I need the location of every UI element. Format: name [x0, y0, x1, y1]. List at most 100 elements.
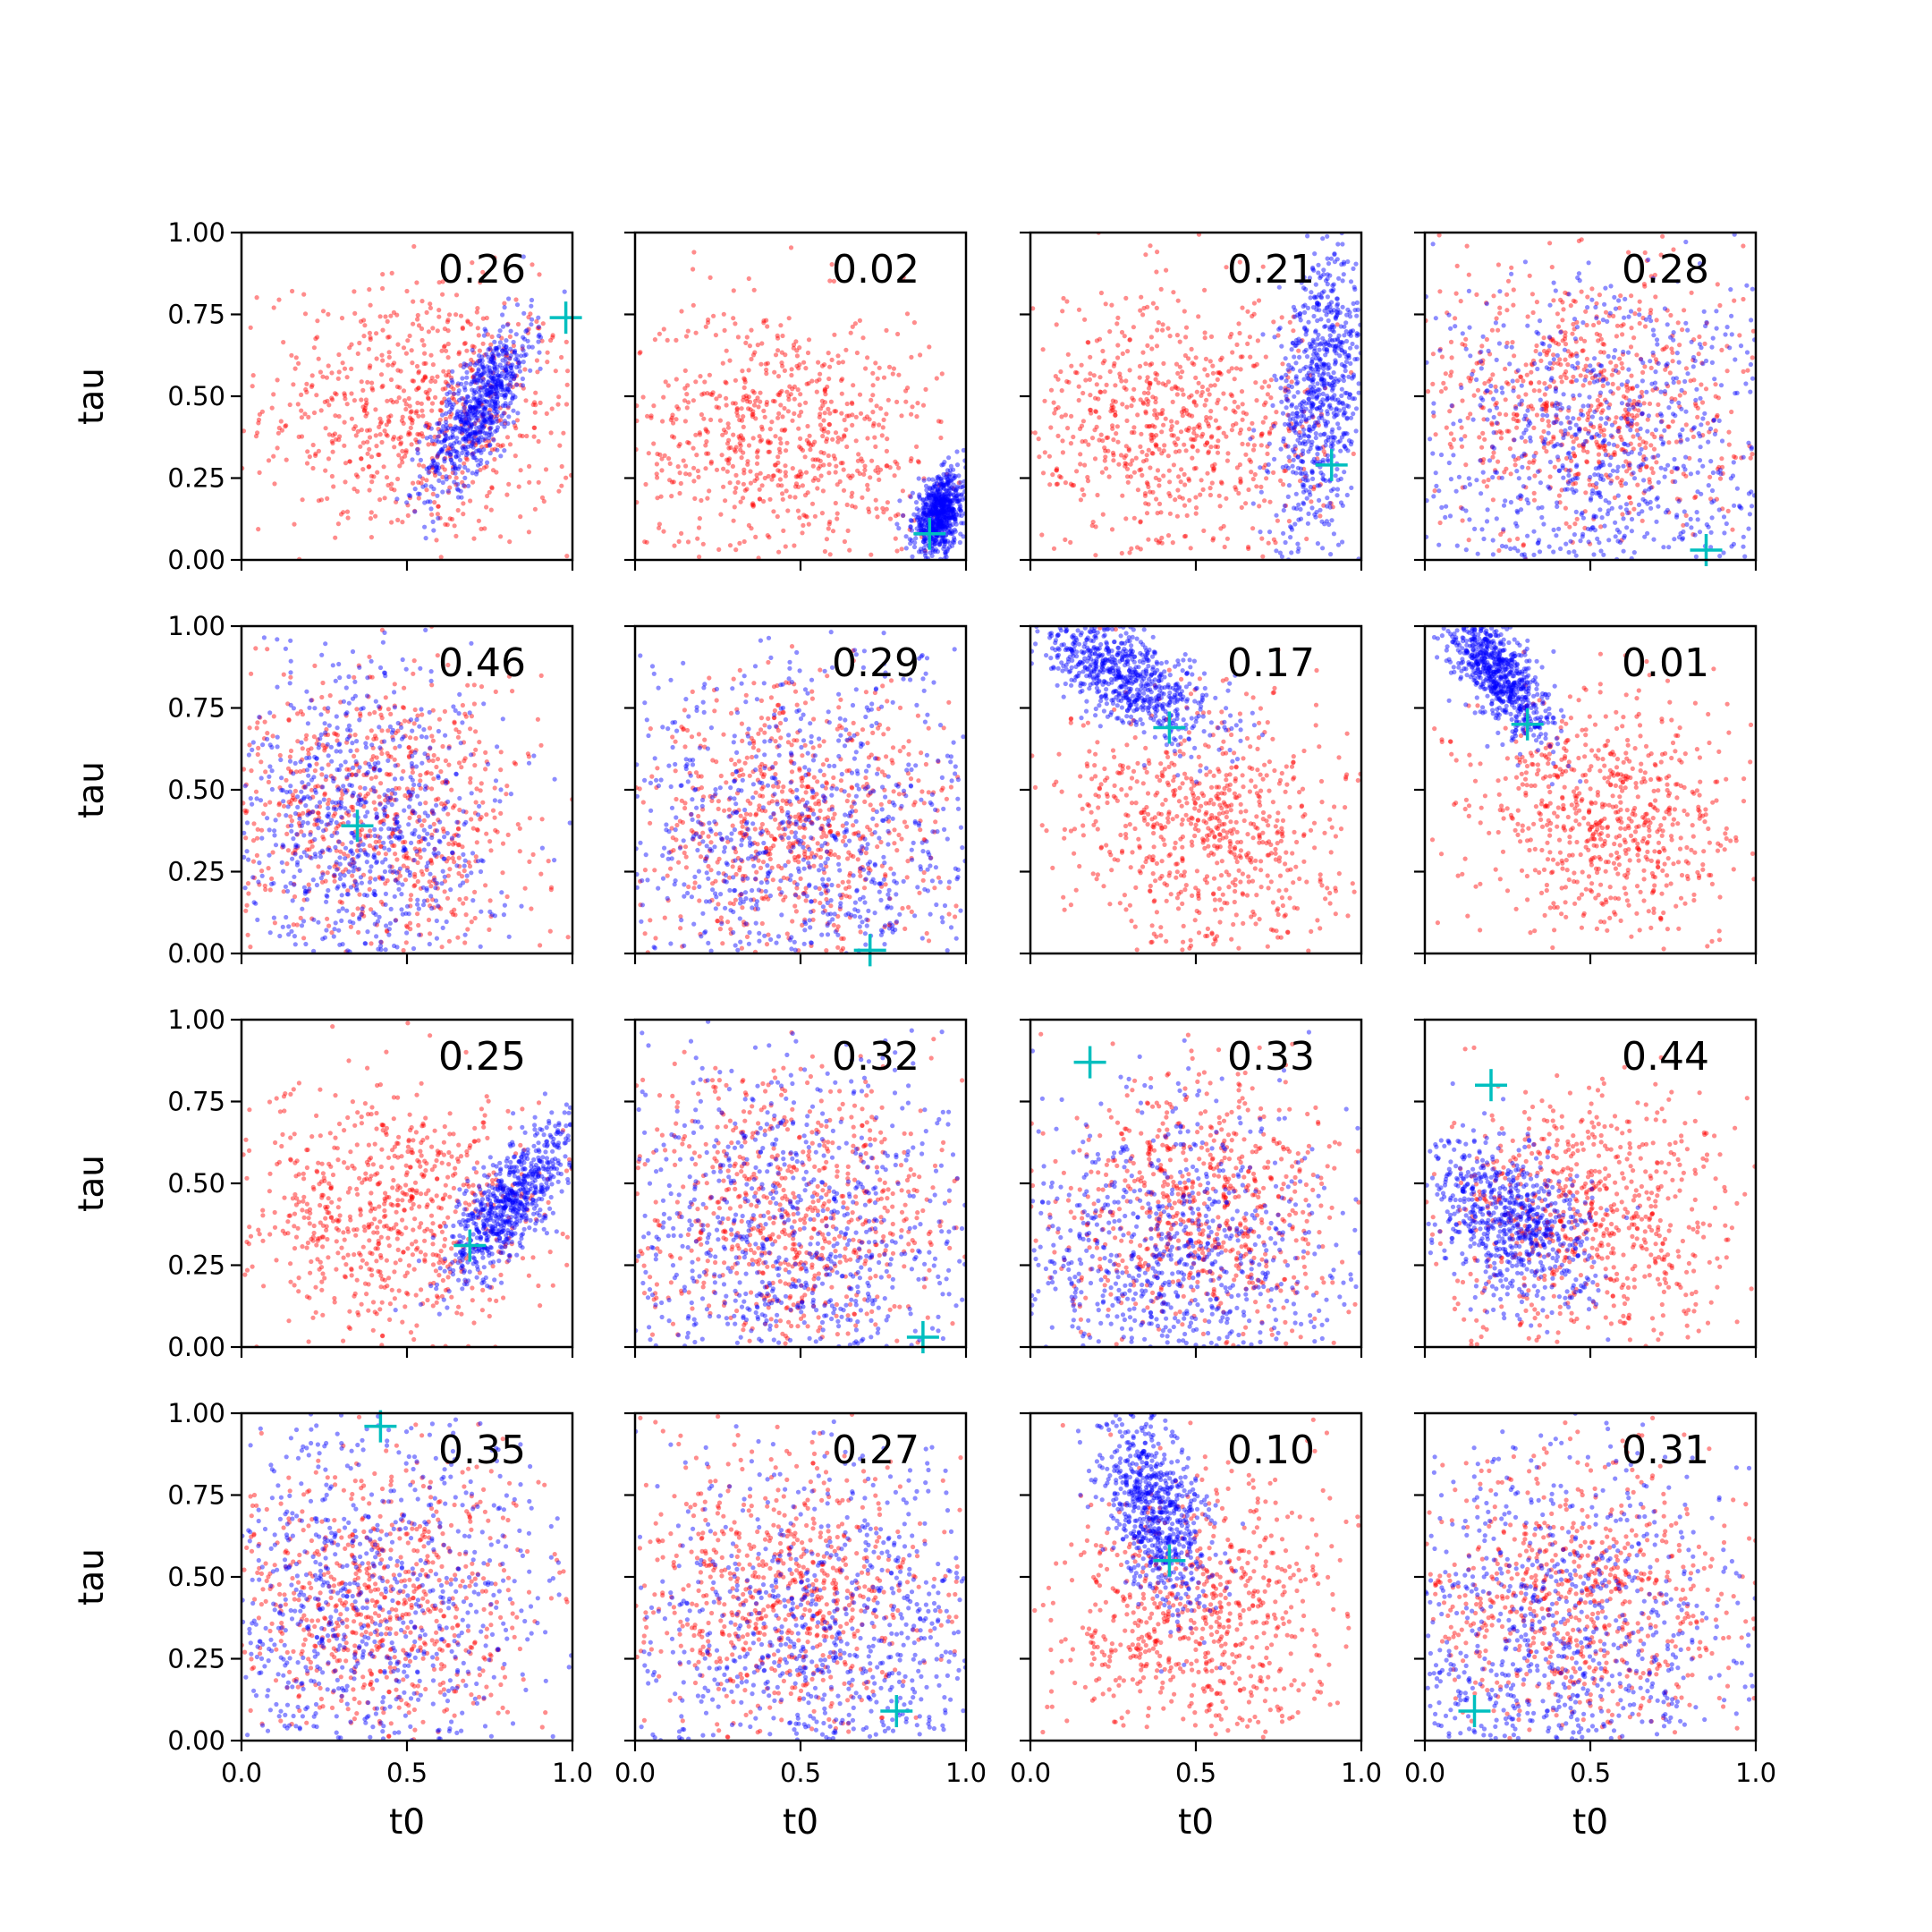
- blue-point: [948, 463, 953, 469]
- red-point: [1163, 383, 1168, 388]
- blue-point: [1317, 392, 1322, 397]
- blue-point: [923, 529, 928, 534]
- red-point: [242, 428, 247, 434]
- blue-point: [1298, 506, 1303, 513]
- blue-point: [487, 383, 494, 389]
- red-point: [1251, 443, 1257, 448]
- red-point: [1153, 442, 1158, 447]
- blue-point: [1314, 406, 1320, 411]
- red-point: [1639, 389, 1645, 394]
- blue-point: [1294, 506, 1300, 512]
- red-point: [1630, 421, 1635, 427]
- blue-point: [1320, 457, 1326, 462]
- blue-point: [1328, 256, 1334, 261]
- blue-point: [1312, 294, 1318, 300]
- red-point: [1152, 412, 1157, 418]
- red-point: [510, 385, 515, 390]
- red-point: [363, 402, 369, 408]
- red-point: [825, 384, 830, 390]
- blue-point: [1352, 357, 1358, 362]
- red-point: [691, 465, 697, 470]
- blue-point: [933, 496, 939, 501]
- blue-point: [1323, 341, 1328, 346]
- blue-point: [498, 378, 504, 384]
- red-point: [545, 350, 550, 355]
- blue-point: [469, 431, 474, 436]
- red-point: [320, 374, 326, 379]
- blue-point: [1286, 483, 1292, 488]
- red-point: [504, 353, 509, 359]
- blue-point: [468, 361, 473, 367]
- red-point: [1202, 330, 1208, 335]
- red-point: [1143, 411, 1148, 416]
- blue-point: [1328, 444, 1334, 449]
- red-point: [785, 508, 791, 513]
- blue-point: [1306, 396, 1311, 402]
- red-point: [504, 352, 510, 358]
- red-point: [1636, 408, 1641, 413]
- red-point: [1321, 449, 1326, 454]
- red-point: [406, 432, 411, 437]
- blue-point: [908, 541, 913, 547]
- blue-point: [1339, 339, 1344, 345]
- blue-point: [426, 470, 431, 476]
- red-point: [1516, 394, 1521, 400]
- blue-point: [936, 518, 941, 523]
- blue-point: [937, 501, 943, 506]
- blue-point: [504, 368, 509, 373]
- panel-annotation: 0.21: [1227, 247, 1315, 292]
- red-point: [446, 369, 452, 375]
- red-point: [806, 440, 812, 445]
- blue-point: [488, 414, 494, 419]
- red-point: [778, 402, 784, 408]
- red-point: [1505, 381, 1511, 386]
- red-point: [1489, 422, 1495, 428]
- red-point: [424, 420, 429, 426]
- blue-point: [1320, 546, 1326, 551]
- red-point: [703, 466, 708, 471]
- red-point: [1109, 302, 1114, 308]
- blue-point: [446, 397, 452, 402]
- blue-point: [1311, 384, 1317, 390]
- red-point: [1221, 430, 1226, 436]
- blue-point: [926, 493, 931, 498]
- blue-point: [932, 496, 937, 502]
- blue-point: [500, 312, 505, 318]
- blue-point: [455, 481, 461, 487]
- red-point: [419, 401, 424, 406]
- red-point: [1474, 292, 1479, 297]
- blue-point: [1319, 361, 1325, 367]
- blue-point: [1317, 445, 1322, 451]
- blue-point: [439, 449, 445, 454]
- blue-point: [494, 396, 500, 402]
- blue-point: [945, 511, 951, 516]
- blue-point: [927, 495, 932, 501]
- red-point: [1146, 484, 1151, 490]
- red-point: [1114, 431, 1119, 436]
- blue-point: [508, 346, 513, 352]
- red-point: [771, 473, 776, 479]
- blue-point: [1326, 521, 1332, 528]
- red-point: [487, 407, 493, 412]
- red-point: [1519, 402, 1524, 407]
- red-point: [772, 462, 778, 468]
- red-point: [1591, 516, 1597, 521]
- blue-point: [431, 458, 436, 463]
- red-point: [783, 544, 788, 549]
- blue-point: [1326, 342, 1332, 347]
- blue-point: [488, 375, 495, 380]
- red-point: [1114, 321, 1120, 326]
- blue-point: [495, 369, 500, 374]
- blue-point: [931, 493, 936, 498]
- red-point: [1216, 438, 1221, 444]
- red-point: [445, 522, 450, 528]
- blue-point: [933, 526, 938, 531]
- blue-point: [926, 507, 931, 513]
- red-point: [382, 428, 387, 434]
- blue-point: [941, 504, 946, 509]
- blue-point: [1296, 546, 1301, 551]
- red-point: [1572, 521, 1578, 527]
- red-point: [1550, 402, 1555, 408]
- red-point: [741, 470, 747, 476]
- red-point: [1292, 453, 1298, 458]
